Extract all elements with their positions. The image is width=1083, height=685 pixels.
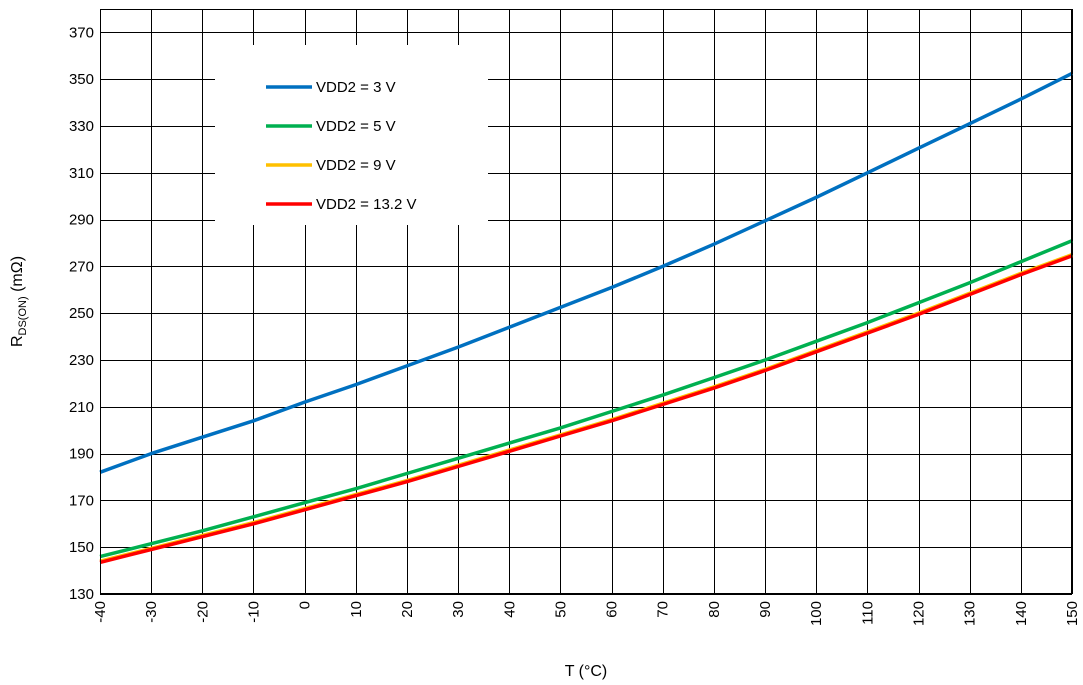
y-tick-label: 130 [69, 586, 94, 603]
legend-box [215, 45, 488, 225]
y-tick-label: 250 [69, 305, 94, 322]
legend-label: VDD2 = 9 V [316, 157, 396, 174]
legend-label: VDD2 = 5 V [316, 118, 396, 135]
y-tick-label: 190 [69, 446, 94, 463]
y-tick-label: 330 [69, 118, 94, 135]
series-layer [99, 71, 1073, 565]
y-tick-label: 290 [69, 212, 94, 229]
y-tick-label: 230 [69, 352, 94, 369]
x-tick-label: 20 [399, 601, 416, 618]
series-line [99, 239, 1073, 559]
x-tick-label: 0 [297, 601, 314, 609]
x-tick-label: -30 [143, 601, 160, 623]
series-line [99, 254, 1073, 565]
x-tick-labels: -40 -30 -20 -10 0 10 20 30 40 50 60 70 80 90 100 110 120… [92, 601, 1081, 626]
x-tick-label: 30 [450, 601, 467, 618]
y-tick-label: 310 [69, 165, 94, 182]
x-tick-label: 90 [757, 601, 774, 618]
legend: VDD2 = 3 V VDD2 = 5 V VDD2 = 9 V VDD2 = 13.… [266, 79, 416, 213]
y-tick-label: 210 [69, 399, 94, 416]
x-tick-label: -40 [92, 601, 109, 623]
y-tick-label: 170 [69, 492, 94, 509]
series-line [99, 71, 1073, 474]
x-tick-label: 10 [348, 601, 365, 618]
x-tick-label: 130 [962, 601, 979, 626]
y-tick-label: 150 [69, 539, 94, 556]
y-tick-labels: 130 150 170 190 210 230 250 270 290 310 330 350 370 [69, 24, 94, 603]
y-axis-title-unit: (mΩ) [9, 256, 26, 296]
x-tick-label: -20 [194, 601, 211, 623]
plot-border [100, 9, 1072, 594]
x-tick-label: 40 [501, 601, 518, 618]
x-axis-title: T (°C) [565, 663, 608, 680]
y-tick-label: 350 [69, 71, 94, 88]
x-tick-label: 150 [1064, 601, 1081, 626]
x-tick-label: 80 [706, 601, 723, 618]
y-axis-title-sub: DS(ON) [17, 296, 29, 335]
x-tick-label: 120 [911, 601, 928, 626]
legend-label: VDD2 = 3 V [316, 79, 396, 96]
legend-label: VDD2 = 13.2 V [316, 196, 416, 213]
x-tick-label: 60 [604, 601, 621, 618]
y-axis-title-main: R [9, 335, 26, 347]
y-tick-label: 370 [69, 24, 94, 41]
x-tick-label: -10 [245, 601, 262, 623]
y-axis-title: RDS(ON) (mΩ) [9, 256, 29, 347]
x-tick-label: 50 [552, 601, 569, 618]
y-tick-label: 270 [69, 258, 94, 275]
x-tick-label: 110 [859, 601, 876, 625]
x-tick-label: 70 [655, 601, 672, 618]
grid [100, 9, 1073, 595]
x-tick-label: 140 [1013, 601, 1030, 626]
x-tick-label: 100 [808, 601, 825, 626]
